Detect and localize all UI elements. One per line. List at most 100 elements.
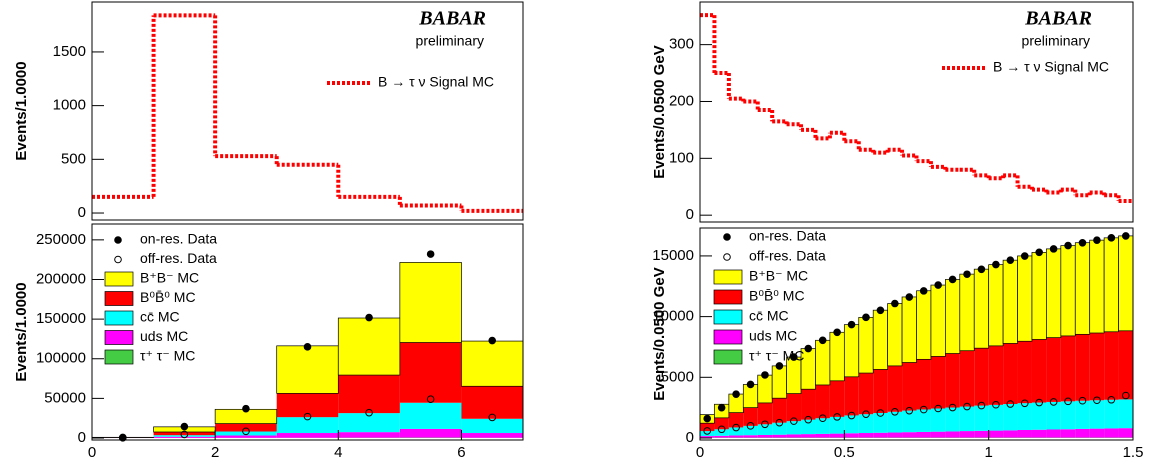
legend-label: uds MC <box>140 328 188 344</box>
histogram-segment <box>930 284 946 357</box>
histogram-segment <box>276 417 339 434</box>
y-tick-label: 200000 <box>36 270 86 287</box>
histogram-segment <box>276 393 339 418</box>
histogram-segment <box>399 342 462 403</box>
y-tick-label: 100 <box>669 149 694 166</box>
data-point <box>818 336 827 345</box>
data-point <box>775 418 784 427</box>
histogram-segment <box>728 412 744 428</box>
histogram-segment <box>338 375 400 414</box>
data-point <box>488 413 497 422</box>
logo-subtitle: preliminary <box>416 33 484 49</box>
histogram-segment <box>887 365 903 412</box>
histogram-segment <box>858 433 874 438</box>
histogram-segment <box>1089 239 1105 334</box>
histogram-segment <box>1075 400 1090 429</box>
data-point <box>1064 241 1072 250</box>
histogram-segment <box>337 317 401 376</box>
y-tick-label: 300 <box>669 36 694 53</box>
histogram-segment <box>1003 430 1018 438</box>
histogram-segment <box>153 435 216 437</box>
histogram-segment <box>873 432 888 438</box>
data-point <box>703 427 712 435</box>
logo: BABAR <box>1024 8 1092 30</box>
data-point <box>717 403 726 412</box>
histogram-segment <box>829 416 845 434</box>
data-point <box>732 390 740 398</box>
data-point <box>365 313 373 322</box>
y-tick-label: 50000 <box>44 389 86 406</box>
histogram-segment <box>902 410 917 433</box>
histogram-segment <box>930 356 946 409</box>
data-point <box>1049 245 1058 253</box>
x-tick-label: 6 <box>457 444 465 461</box>
histogram-segment <box>815 339 831 386</box>
histogram-segment <box>1046 401 1061 430</box>
data-point <box>242 427 250 436</box>
histogram-segment <box>1031 339 1047 403</box>
histogram-segment <box>1089 428 1105 438</box>
histogram-segment <box>959 431 975 438</box>
histogram-segment <box>973 268 990 349</box>
data-point <box>426 250 435 258</box>
legend-label: τ⁺ τ⁻ MC <box>140 348 195 364</box>
data-point <box>876 409 885 417</box>
y-axis-title: Events/0.0500 GeV <box>651 267 668 400</box>
legend-swatch <box>713 269 743 285</box>
histogram-segment <box>1075 334 1090 401</box>
histogram-segment <box>930 408 946 432</box>
histogram-segment <box>887 411 903 433</box>
y-tick-label: 0 <box>78 429 86 446</box>
histogram-segment <box>772 398 787 423</box>
histogram-segment <box>858 373 874 415</box>
histogram-segment <box>988 430 1004 438</box>
histogram-segment <box>988 404 1004 431</box>
data-point <box>1006 256 1015 264</box>
histogram-segment <box>945 407 960 432</box>
histogram-segment <box>461 340 524 387</box>
x-tick-label: 1 <box>984 444 992 461</box>
histogram-segment <box>714 435 729 438</box>
data-point <box>1049 398 1058 406</box>
data-point <box>426 395 435 403</box>
histogram-segment <box>844 433 859 438</box>
y-tick-label: 500 <box>61 150 86 167</box>
histogram-segment <box>815 418 830 434</box>
histogram-segment <box>771 365 787 399</box>
legend-label: B → τ ν Signal MC <box>378 74 494 90</box>
y-axis-title: Events/1.0000 <box>13 282 30 381</box>
histogram-segment <box>1046 337 1061 402</box>
legend-label: B⁰B̄⁰ MC <box>140 289 196 305</box>
histogram-segment <box>815 384 830 419</box>
histogram-segment <box>1118 399 1133 429</box>
frame <box>699 227 1134 441</box>
data-point <box>919 287 928 295</box>
histogram-segment <box>714 417 729 430</box>
data-point <box>180 430 189 439</box>
histogram-segment <box>772 434 787 438</box>
histogram-segment <box>1003 343 1018 405</box>
histogram-segment <box>399 428 462 438</box>
histogram-segment <box>757 374 773 404</box>
data-point <box>891 299 899 308</box>
data-point <box>1093 396 1101 405</box>
data-point <box>746 380 755 389</box>
histogram-segment <box>959 273 975 352</box>
histogram-segment <box>1104 428 1119 438</box>
histogram-segment <box>1017 341 1032 404</box>
data-point <box>1121 232 1130 240</box>
histogram-segment <box>829 380 845 417</box>
frame <box>91 223 524 441</box>
histogram-segment <box>786 421 802 435</box>
legend-label: off-res. Data <box>749 248 826 264</box>
data-point <box>790 353 798 361</box>
data-point <box>963 402 971 411</box>
legend-swatch <box>713 289 743 305</box>
histogram-segment <box>1118 428 1133 438</box>
data-point <box>365 408 373 417</box>
histogram-segment <box>461 386 523 419</box>
data-point <box>847 411 856 420</box>
data-point <box>891 407 899 416</box>
frame <box>91 1 524 221</box>
histogram-segment <box>858 316 874 374</box>
